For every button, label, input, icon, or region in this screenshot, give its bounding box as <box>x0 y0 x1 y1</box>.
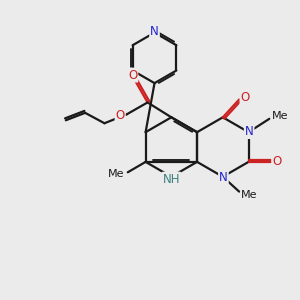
Text: O: O <box>116 109 125 122</box>
Text: O: O <box>272 155 281 168</box>
Text: N: N <box>219 171 228 184</box>
Text: Me: Me <box>108 169 124 179</box>
Text: Me: Me <box>241 190 258 200</box>
Text: N: N <box>150 25 159 38</box>
Text: NH: NH <box>163 172 180 186</box>
Text: O: O <box>128 69 137 82</box>
Text: Me: Me <box>272 111 288 121</box>
Text: N: N <box>245 125 254 138</box>
Text: O: O <box>241 92 250 104</box>
